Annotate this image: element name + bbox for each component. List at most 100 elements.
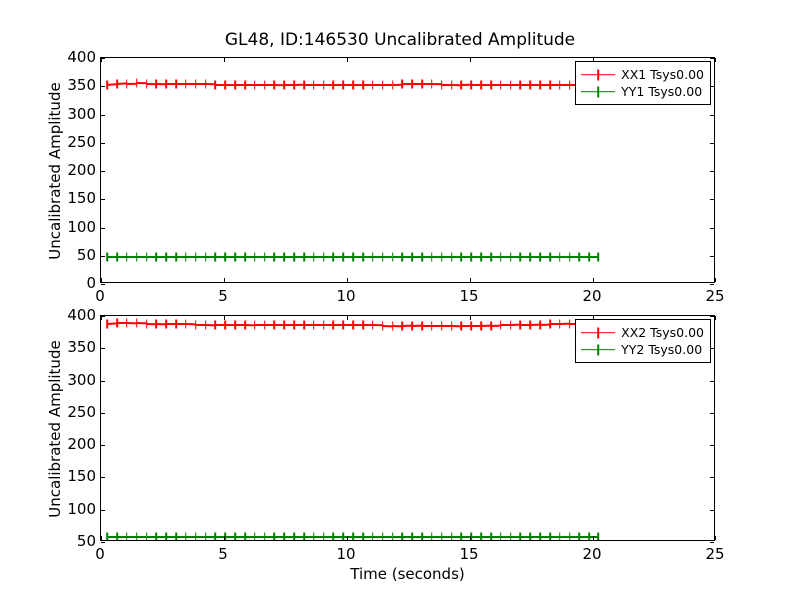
legend-bottom[interactable]: XX2 Tsys0.00 YY2 Tsys0.00 [575, 319, 711, 363]
x-tick-mark [593, 58, 594, 62]
legend-label-xx2: XX2 Tsys0.00 [621, 325, 704, 340]
x-tick-label: 0 [95, 287, 105, 305]
y-tick-mark [710, 86, 714, 88]
data-series-xx1 [101, 58, 714, 282]
x-tick-label: 10 [336, 545, 356, 563]
x-tick-label: 25 [705, 287, 725, 305]
x-tick-mark [101, 316, 102, 320]
y-tick-mark [710, 316, 714, 317]
y-tick-mark [710, 114, 714, 116]
y-tick-mark [710, 171, 714, 172]
figure-title: GL48, ID:146530 Uncalibrated Amplitude [224, 30, 576, 50]
data-series-yy1 [101, 58, 714, 282]
x-tick-label: 15 [459, 545, 479, 563]
x-tick-mark [347, 278, 348, 282]
x-tick-label: 5 [218, 287, 228, 305]
plot-axes-top[interactable]: XX1 Tsys0.00 YY1 Tsys0.00 [100, 57, 716, 285]
y-tick-mark [101, 380, 105, 382]
x-tick-label: 5 [218, 545, 228, 563]
x-tick-label: 0 [95, 545, 105, 563]
y-tick-mark [710, 58, 714, 59]
x-tick-mark [347, 536, 348, 540]
x-tick-mark [224, 278, 225, 282]
line-marker-icon [581, 343, 616, 356]
y-tick-label: 150 [67, 189, 96, 208]
y-tick-label: 200 [67, 161, 96, 179]
y-tick-label: 0 [86, 274, 96, 292]
y-tick-label: 300 [67, 104, 96, 123]
y-tick-label: 250 [67, 402, 96, 421]
x-tick-labels-top: 0 5 10 15 20 25 [95, 287, 724, 309]
y-tick-mark [101, 477, 105, 479]
x-tick-mark [101, 536, 102, 540]
x-tick-mark [470, 316, 471, 320]
y-tick-mark [710, 142, 714, 144]
legend-top[interactable]: XX1 Tsys0.00 YY1 Tsys0.00 [575, 61, 711, 105]
x-tick-labels-bottom: 0 5 10 15 20 25 [95, 545, 724, 567]
y-tick-label: 350 [67, 76, 96, 95]
y-axis-label-top: Uncalibrated Amplitude [46, 82, 64, 260]
line-marker-icon [581, 326, 616, 339]
data-series-yy2 [101, 316, 714, 540]
y-tick-mark [710, 199, 714, 201]
plot-area-bottom [101, 316, 714, 540]
legend-label-yy2: YY2 Tsys0.00 [621, 342, 703, 357]
plot-axes-bottom[interactable]: XX2 Tsys0.00 YY2 Tsys0.00 [100, 315, 716, 543]
y-tick-mark [710, 477, 714, 479]
x-tick-label: 15 [459, 287, 479, 305]
y-tick-label: 150 [67, 467, 96, 486]
y-tick-label: 350 [67, 338, 96, 357]
y-tick-label: 400 [67, 306, 96, 324]
x-tick-mark [715, 316, 716, 320]
x-tick-label: 25 [705, 545, 725, 563]
y-tick-mark [101, 542, 105, 543]
y-tick-mark [101, 171, 105, 172]
legend-item-yy2[interactable]: YY2 Tsys0.00 [581, 341, 704, 358]
legend-item-xx2[interactable]: XX2 Tsys0.00 [581, 324, 704, 341]
y-axis-label-bottom: Uncalibrated Amplitude [46, 340, 64, 518]
y-tick-mark [710, 255, 714, 257]
y-tick-label: 100 [67, 499, 96, 518]
legend-item-xx1[interactable]: XX1 Tsys0.00 [581, 66, 704, 83]
legend-label-yy1: YY1 Tsys0.00 [621, 84, 703, 99]
x-tick-mark [224, 536, 225, 540]
x-tick-mark [715, 536, 716, 540]
x-tick-mark [224, 316, 225, 320]
legend-label-xx1: XX1 Tsys0.00 [621, 67, 704, 82]
x-tick-mark [347, 58, 348, 62]
x-tick-mark [224, 58, 225, 62]
y-tick-mark [101, 255, 105, 257]
y-tick-labels-top: 0 50 100 150 200 250 300 350 400 [44, 48, 96, 292]
y-tick-mark [101, 199, 105, 201]
x-tick-mark [101, 58, 102, 62]
x-tick-mark [593, 316, 594, 320]
y-tick-label: 50 [76, 245, 96, 264]
y-tick-mark [710, 227, 714, 229]
y-tick-label: 300 [67, 370, 96, 389]
legend-item-yy1[interactable]: YY1 Tsys0.00 [581, 83, 704, 100]
x-tick-mark [593, 536, 594, 540]
y-tick-mark [101, 445, 105, 447]
plot-area-top [101, 58, 714, 282]
y-tick-mark [710, 509, 714, 511]
y-tick-mark [101, 509, 105, 511]
y-tick-mark [101, 227, 105, 229]
y-tick-mark [710, 284, 714, 285]
y-tick-mark [710, 445, 714, 447]
y-tick-label: 200 [67, 435, 96, 454]
x-tick-label: 10 [336, 287, 356, 305]
line-marker-icon [581, 85, 616, 98]
line-marker-icon [581, 68, 616, 81]
x-tick-mark [470, 536, 471, 540]
x-tick-mark [470, 58, 471, 62]
y-tick-label: 100 [67, 217, 96, 236]
y-tick-mark [710, 542, 714, 543]
y-tick-mark [101, 58, 105, 59]
y-tick-mark [710, 348, 714, 350]
y-tick-mark [101, 412, 105, 414]
x-tick-mark [715, 58, 716, 62]
x-axis-label: Time (seconds) [350, 565, 465, 583]
y-tick-mark [101, 348, 105, 350]
y-tick-mark [101, 316, 105, 317]
